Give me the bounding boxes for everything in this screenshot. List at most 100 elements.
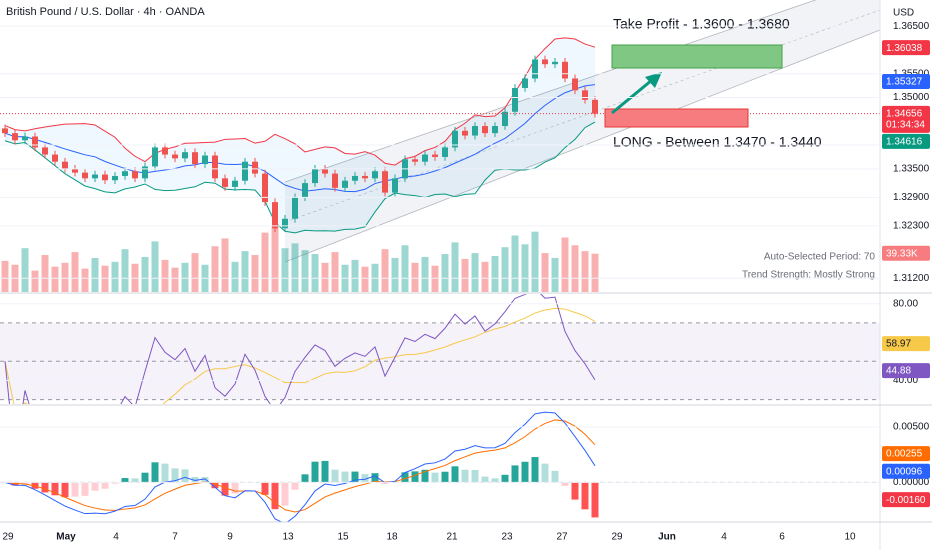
macd-histogram	[291, 482, 299, 490]
volume-bar	[171, 267, 179, 292]
macd-histogram	[401, 472, 409, 483]
price-tag-label: 58.97	[886, 339, 911, 350]
macd-histogram	[311, 461, 319, 483]
candle-body	[302, 183, 308, 198]
x-tick-label: 18	[386, 532, 398, 543]
macd-histogram	[541, 463, 549, 483]
volume-bar	[141, 256, 149, 292]
macd-histogram	[471, 469, 479, 483]
x-tick-label: 6	[779, 532, 785, 543]
trend-label: Trend Strength: Mostly Strong	[742, 270, 875, 281]
candle-body	[552, 61, 558, 65]
volume-bar	[51, 266, 59, 292]
macd-histogram	[461, 469, 469, 483]
volume-bar	[521, 244, 529, 292]
macd-histogram	[61, 482, 69, 498]
x-tick-label: 13	[282, 532, 294, 543]
volume-bar	[441, 254, 449, 292]
y-tick-label: 1.32300	[893, 221, 930, 232]
candle-body	[142, 166, 148, 179]
macd-histogram	[21, 482, 29, 485]
macd-histogram	[531, 457, 539, 483]
volume-bar	[351, 259, 359, 292]
volume-bar	[211, 246, 219, 292]
macd-histogram	[481, 476, 489, 483]
macd-histogram	[151, 462, 159, 483]
volume-bar	[551, 257, 559, 292]
channel-bottom	[284, 29, 881, 263]
x-tick-label: 21	[446, 532, 458, 543]
candle-body	[32, 136, 38, 148]
price-pane	[0, 37, 880, 292]
macd-pane	[0, 411, 880, 522]
candle-body	[292, 197, 298, 219]
x-tick-label: May	[56, 532, 76, 543]
candle-body	[112, 175, 118, 181]
volume-bar	[41, 255, 49, 292]
macd-histogram	[501, 474, 509, 483]
price-tag-label: 0.00096	[886, 466, 923, 477]
candle-body	[12, 133, 18, 141]
candle-body	[422, 154, 428, 162]
x-tick-label: 29	[611, 532, 623, 543]
candle-body	[452, 130, 458, 148]
macd-histogram	[351, 471, 359, 483]
volume-bar	[421, 256, 429, 292]
volume-bar	[161, 259, 169, 292]
chart-title: British Pound / U.S. Dollar · 4h · OANDA	[6, 6, 205, 18]
volume-bar	[431, 265, 439, 292]
macd-histogram	[261, 482, 269, 495]
volume-bar	[451, 242, 459, 292]
macd-histogram	[321, 460, 329, 483]
macd-histogram	[371, 473, 379, 483]
candle-body	[2, 128, 8, 134]
candle-body	[82, 172, 88, 179]
price-tag	[882, 133, 930, 149]
volume-bar	[221, 238, 229, 292]
candle-body	[172, 154, 178, 159]
macd-histogram	[441, 471, 449, 483]
band-line	[4, 84, 596, 193]
macd-histogram	[331, 469, 339, 483]
price-tag-label: 1.34656	[886, 108, 923, 119]
macd-histogram	[451, 466, 459, 483]
macd-histogram	[181, 469, 189, 483]
volume-bar	[331, 252, 339, 292]
band-line	[4, 37, 596, 166]
price-tag	[882, 40, 930, 56]
y-tick-label: 1.32900	[893, 192, 930, 203]
rsi-line	[4, 294, 596, 404]
macd-histogram	[301, 474, 309, 483]
volume-bar	[61, 262, 69, 292]
candle-body	[132, 171, 138, 179]
band-line	[4, 121, 596, 234]
candle-body	[412, 159, 418, 162]
x-tick-label: 10	[844, 532, 856, 543]
candle-body	[442, 147, 448, 157]
candle-body	[322, 168, 328, 174]
y-tick-label: 80.00	[893, 298, 918, 309]
price-tag-label: -0.00160	[886, 495, 926, 506]
macd-histogram	[141, 472, 149, 483]
macd-histogram	[421, 469, 429, 483]
price-tag	[882, 336, 930, 352]
volume-tag	[882, 245, 930, 261]
macd-histogram	[341, 471, 349, 483]
volume-bar	[181, 262, 189, 292]
y-tick-label: 1.36500	[893, 21, 930, 32]
candle-body	[432, 154, 438, 157]
volume-bar	[21, 248, 29, 292]
candle-body	[22, 136, 28, 141]
macd-histogram	[211, 482, 219, 489]
axes: 1.365001.355001.350001.340001.335001.329…	[0, 21, 930, 543]
x-tick-label: 4	[721, 532, 727, 543]
volume-bar	[481, 261, 489, 292]
macd-histogram	[271, 482, 279, 510]
candle-body	[42, 147, 48, 155]
arrow-head	[645, 72, 662, 88]
macd-histogram	[591, 482, 599, 518]
price-tag	[882, 363, 930, 379]
volume-bar	[311, 254, 319, 292]
volume-bar	[561, 237, 569, 292]
